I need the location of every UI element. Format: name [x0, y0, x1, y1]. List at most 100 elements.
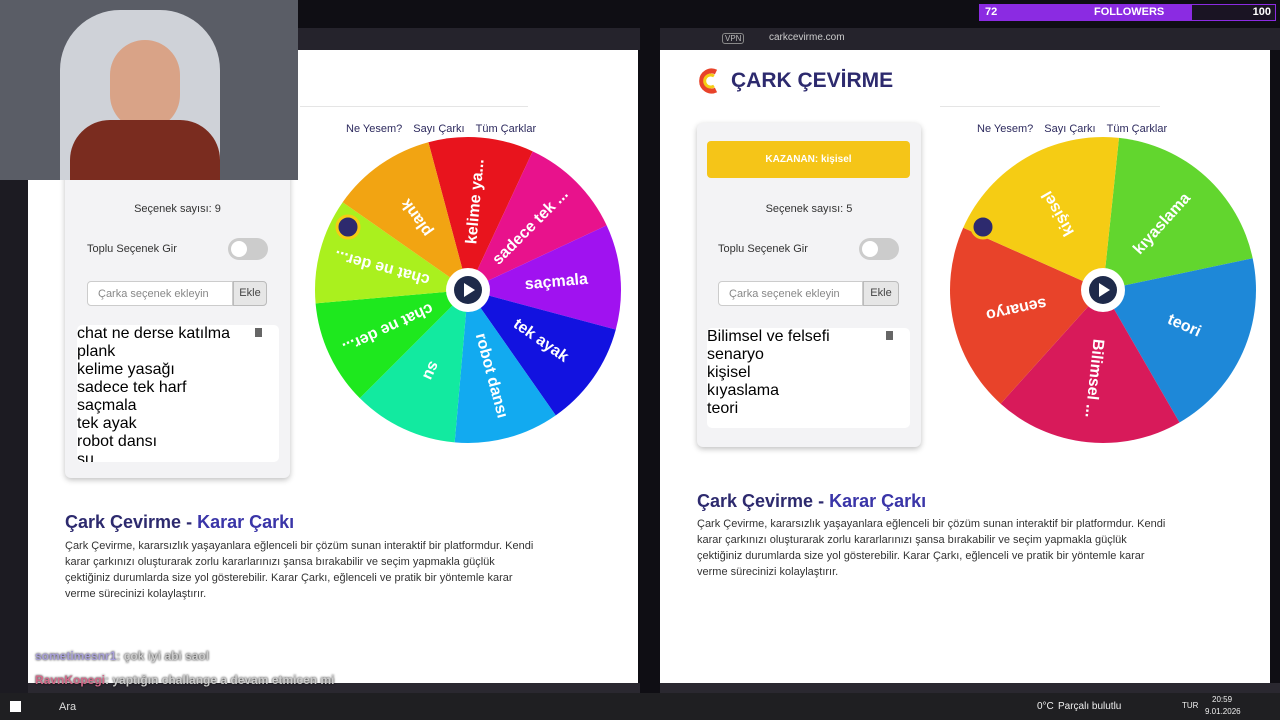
option-text: senaryo — [707, 346, 764, 363]
option-count: Seçenek sayısı: 9 — [134, 203, 221, 215]
option-item: chat ne derse katılma — [77, 325, 279, 343]
option-list: Bilimsel ve felsefi senaryo kişisel kıyasla… — [707, 328, 910, 428]
nav-link[interactable]: Ne Yesem? — [977, 123, 1034, 135]
scrollbar[interactable] — [28, 683, 640, 693]
start-button[interactable] — [10, 701, 21, 712]
option-count: Seçenek sayısı: 5 — [765, 203, 853, 215]
option-item: kişisel — [707, 331, 910, 382]
option-input[interactable]: Çarka seçenek ekleyin — [87, 281, 233, 306]
option-text: robot dansı — [77, 433, 158, 450]
wheel-segment — [468, 151, 607, 290]
option-text: kelime yasağı — [77, 361, 175, 378]
option-item: senaryo — [707, 331, 910, 364]
add-button[interactable]: Ekle — [233, 281, 267, 306]
wheel-segment — [1103, 137, 1253, 290]
followers-bar: 72 FOLLOWERS 100 — [979, 4, 1276, 21]
wheel-segment — [468, 290, 616, 416]
right-window: ÇARK ÇEVİRME Ne Yesem? Sayı Çarkı Tüm Çark… — [660, 50, 1270, 683]
option-item: teori — [707, 331, 910, 418]
play-icon — [464, 283, 475, 297]
search[interactable]: Ara — [59, 701, 77, 713]
option-item: kıyaslama — [707, 331, 910, 400]
play-icon — [1099, 283, 1110, 297]
sidebar — [0, 180, 28, 693]
option-item: sadece tek harf — [77, 328, 279, 397]
left-window: Ne Yesem? Sayı Çarkı Tüm Çarklar Seçenek s… — [28, 50, 638, 683]
option-text: teori — [707, 400, 739, 417]
option-text: Bilimsel ve felsefi — [707, 328, 830, 345]
vpn-badge[interactable]: VPN — [722, 33, 745, 44]
logo-icon — [699, 68, 718, 94]
url[interactable]: carkcevirme.com — [769, 32, 845, 43]
wheel-label: su — [419, 358, 442, 382]
option-text: kişisel — [707, 364, 751, 381]
nav: Ne Yesem? Sayı Çarkı Tüm Çarklar — [346, 123, 536, 135]
date: 9.01.2026 — [1205, 707, 1241, 716]
option-text: sadece tek harf — [77, 379, 187, 396]
nav-link[interactable]: Tüm Çarklar — [475, 123, 537, 135]
option-text: kıyaslama — [707, 382, 780, 399]
heading-text: Çark Çevirme - — [697, 491, 830, 511]
followers-goal: 100 — [1252, 6, 1271, 18]
chat-message: : çok iyi abi saol — [116, 649, 210, 663]
heading-accent: Karar Çarkı — [197, 512, 295, 532]
option-item: saçmala — [77, 328, 279, 415]
chat-user: sometimesnr1 — [35, 649, 117, 663]
toggle[interactable] — [228, 238, 268, 260]
temperature: 0°C — [1037, 701, 1054, 712]
nav-link[interactable]: Sayı Çarkı — [1044, 123, 1096, 135]
option-text: saçmala — [77, 397, 137, 414]
wheel-label: saçmala — [524, 271, 589, 293]
option-input[interactable]: Çarka seçenek ekleyin — [718, 281, 863, 306]
options-card: KAZANAN: kişisel Seçenek sayısı: 5 Toplu… — [697, 123, 921, 447]
pointer — [335, 214, 361, 240]
followers-count: 72 — [985, 6, 998, 18]
wheel-segment — [315, 290, 468, 399]
winner-banner: KAZANAN: kişisel — [707, 141, 910, 178]
nav-link[interactable]: Tüm Çarklar — [1106, 123, 1168, 135]
time: 20:59 — [1212, 695, 1233, 704]
chat-line: sometimesnr1: çok iyi abi saol — [35, 649, 209, 663]
wheel-segment — [963, 137, 1119, 290]
divider — [940, 106, 1160, 107]
language[interactable]: TUR — [1182, 701, 1199, 710]
wheel-segment — [428, 137, 533, 290]
option-text: su — [77, 451, 94, 462]
option-text: plank — [77, 343, 116, 360]
wheel-segment — [1000, 290, 1180, 444]
delete-icon[interactable] — [255, 328, 262, 337]
wheel-segment — [454, 290, 556, 443]
scrollbar[interactable] — [660, 683, 1280, 693]
wheel-segment — [468, 225, 621, 330]
weather: Parçalı bulutlu — [1058, 701, 1122, 712]
wheel-segment — [342, 142, 468, 290]
followers-progress — [980, 5, 1192, 20]
webcam — [0, 0, 298, 180]
chat-user: RavnKopegi — [35, 673, 106, 687]
chat-line: RavnKopegi: yaptığın challange a devam e… — [35, 673, 334, 687]
right-toolbar: VPN carkcevirme.com — [660, 28, 1280, 50]
wheel-segment — [950, 227, 1103, 404]
option-item: Bilimsel ve felsefi — [707, 328, 910, 346]
nav-link[interactable]: Ne Yesem? — [346, 123, 403, 135]
add-button[interactable]: Ekle — [863, 281, 899, 306]
chat-message: : yaptığın challange a devam etmicen mi — [105, 673, 335, 687]
option-text: chat ne derse katılma — [77, 325, 230, 342]
option-item: kelime yasağı — [77, 328, 279, 379]
nav-link[interactable]: Sayı Çarkı — [413, 123, 465, 135]
description: Çark Çevirme, kararsızlık yaşayanlara eğ… — [697, 518, 1166, 578]
description: Çark Çevirme, kararsızlık yaşayanlara eğ… — [65, 540, 534, 600]
left-toolbar — [298, 28, 640, 50]
divider — [300, 106, 528, 107]
wheel-segment — [1103, 258, 1256, 423]
logo[interactable]: ÇARK ÇEVİRME — [731, 69, 894, 92]
taskbar: Ara 0°C Parçalı bulutlu TUR 20:59 9.01.2… — [0, 693, 1280, 720]
pointer — [970, 214, 996, 240]
heading-text: Çark Çevirme - — [65, 512, 198, 532]
toggle[interactable] — [859, 238, 899, 260]
delete-icon[interactable] — [886, 331, 893, 340]
option-text: tek ayak — [77, 415, 137, 432]
